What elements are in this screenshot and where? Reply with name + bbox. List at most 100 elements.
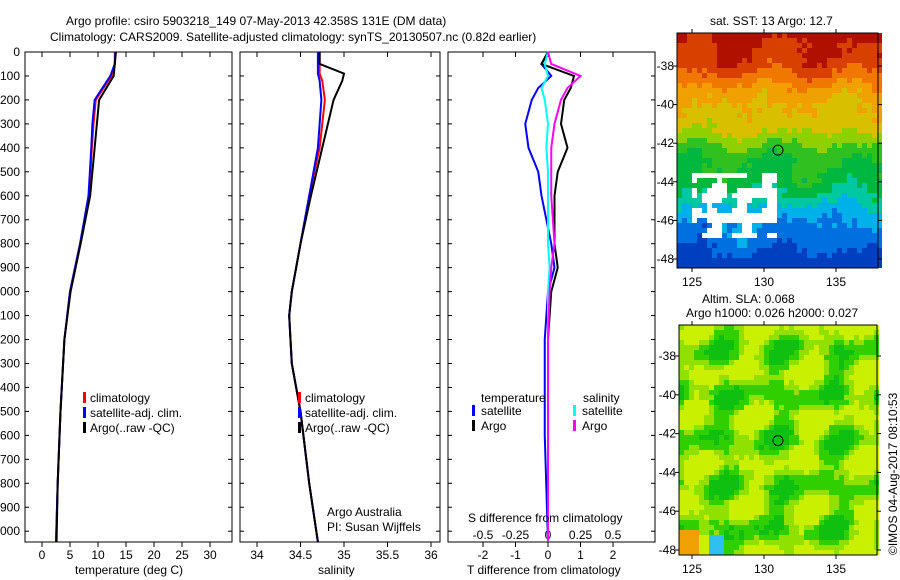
map-cell [709, 475, 714, 480]
map-cell [872, 238, 877, 243]
map-cell [852, 58, 857, 63]
map-cell [792, 158, 797, 163]
map-cell [757, 193, 762, 198]
map-cell [742, 68, 747, 73]
map-cell [692, 53, 697, 58]
map-cell [759, 485, 764, 490]
map-cell [787, 38, 792, 43]
map-cell [839, 505, 844, 510]
map-cell [744, 470, 749, 475]
map-cell [854, 505, 859, 510]
map-cell [809, 425, 814, 430]
map-cell [744, 435, 749, 440]
map-cell [707, 153, 712, 158]
map-cell [857, 243, 862, 248]
map-cell [692, 208, 697, 213]
map-cell [682, 68, 687, 73]
map-cell [724, 545, 729, 550]
map-cell [812, 193, 817, 198]
map-cell [722, 198, 727, 203]
map-cell [774, 325, 779, 330]
map-cell [819, 525, 824, 530]
map-cell [772, 128, 777, 133]
map-cell [814, 440, 819, 445]
map-cell [759, 375, 764, 380]
map-cell [689, 455, 694, 460]
map-cell [724, 550, 729, 555]
map-cell [732, 213, 737, 218]
series-line-s-argo [547, 51, 583, 542]
map-cell [849, 510, 854, 515]
map-cell [717, 143, 722, 148]
map-cell [784, 385, 789, 390]
map-cell [789, 460, 794, 465]
map-cell [799, 335, 804, 340]
map-cell [727, 93, 732, 98]
map-cell [842, 43, 847, 48]
map-cell [849, 530, 854, 535]
map-cell [684, 450, 689, 455]
map-cell [767, 258, 772, 263]
map-cell [677, 68, 682, 73]
map-cell [872, 58, 877, 63]
map-cell [749, 525, 754, 530]
map-cell [807, 38, 812, 43]
map-cell [779, 545, 784, 550]
map-cell [734, 405, 739, 410]
map-cell [784, 445, 789, 450]
map-cell [714, 495, 719, 500]
map-cell [867, 183, 872, 188]
map-cell [804, 515, 809, 520]
map-cell [737, 263, 742, 268]
map-cell [757, 158, 762, 163]
map-cell [729, 395, 734, 400]
map-cell [824, 455, 829, 460]
map-cell [872, 118, 877, 123]
map-cell [697, 58, 702, 63]
map-cell [837, 218, 842, 223]
map-cell [777, 73, 782, 78]
map-cell [769, 480, 774, 485]
map-cell [787, 248, 792, 253]
map-cell [852, 218, 857, 223]
map-cell [777, 33, 782, 38]
map-cell [712, 193, 717, 198]
map-cell [787, 243, 792, 248]
map-cell [677, 83, 682, 88]
map-cell [809, 500, 814, 505]
map-cell [767, 63, 772, 68]
map-cell [842, 258, 847, 263]
map-cell [722, 43, 727, 48]
map-cell [737, 98, 742, 103]
map-cell [784, 395, 789, 400]
map-cell [732, 153, 737, 158]
map-cell [682, 258, 687, 263]
map-cell [824, 440, 829, 445]
map-cell [877, 143, 882, 148]
map-cell [749, 430, 754, 435]
map-cell [737, 48, 742, 53]
map-cell [854, 545, 859, 550]
legend-swatch [472, 405, 475, 416]
map-cell [724, 460, 729, 465]
map-cell [792, 108, 797, 113]
map-cell [854, 355, 859, 360]
map-cell [702, 153, 707, 158]
map-cell [847, 208, 852, 213]
map-cell [869, 365, 874, 370]
map-cell [804, 535, 809, 540]
map-cell [869, 415, 874, 420]
map-cell [779, 395, 784, 400]
map-cell [787, 183, 792, 188]
map-cell [729, 335, 734, 340]
lon-label: 125 [682, 275, 702, 289]
map-cell [709, 325, 714, 330]
map-cell [769, 370, 774, 375]
map-cell [849, 515, 854, 520]
map-cell [809, 530, 814, 535]
map-cell [689, 335, 694, 340]
map-cell [699, 465, 704, 470]
map-cell [714, 455, 719, 460]
map-cell [864, 355, 869, 360]
map-cell [777, 203, 782, 208]
